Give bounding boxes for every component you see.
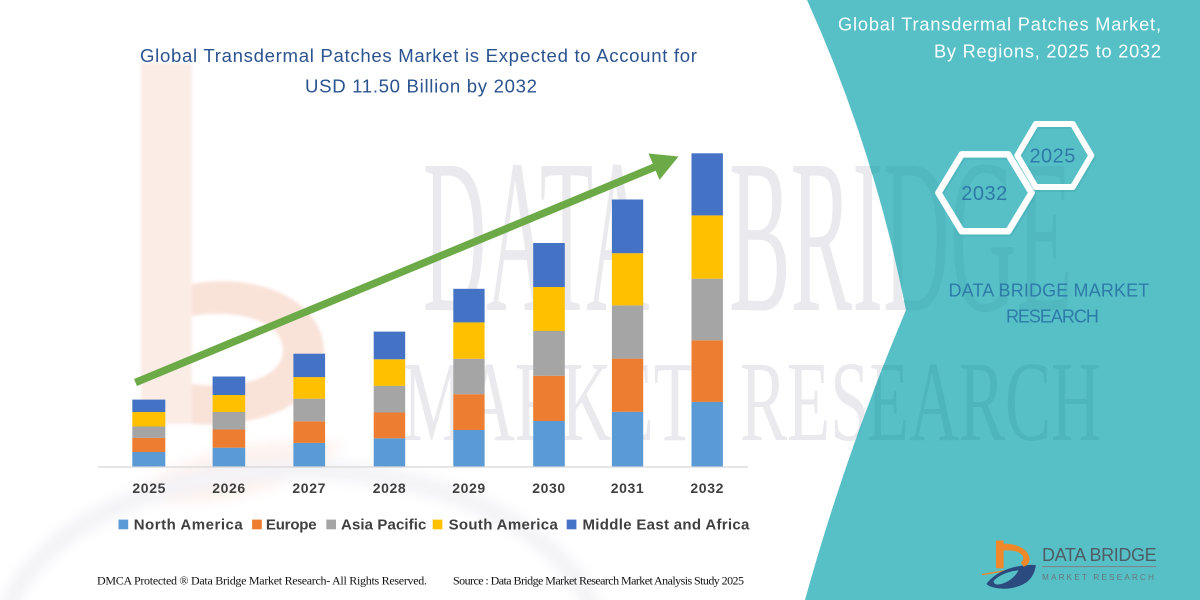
svg-text:By Regions, 2025 to 2032: By Regions, 2025 to 2032 [934, 42, 1161, 62]
svg-text:2026: 2026 [212, 480, 246, 496]
svg-text:Asia Pacific: Asia Pacific [341, 517, 426, 534]
svg-text:2029: 2029 [452, 480, 486, 496]
svg-text:RESEARCH: RESEARCH [1006, 307, 1099, 327]
svg-text:Middle East and Africa: Middle East and Africa [583, 517, 751, 534]
svg-text:Global Transdermal Patches Mar: Global Transdermal Patches Market, [838, 15, 1161, 35]
svg-text:2032: 2032 [961, 183, 1008, 205]
svg-text:MARKET RESEARCH: MARKET RESEARCH [1042, 572, 1154, 582]
svg-text:South America: South America [449, 517, 559, 534]
svg-text:DMCA Protected ® Data Bridge M: DMCA Protected ® Data Bridge Market Rese… [97, 574, 427, 588]
svg-text:2032: 2032 [690, 480, 724, 496]
svg-text:2031: 2031 [611, 480, 645, 496]
svg-text:2025: 2025 [1029, 145, 1076, 167]
svg-text:North America: North America [134, 517, 244, 534]
svg-text:Source : Data Bridge Market Re: Source : Data Bridge Market Research Mar… [453, 574, 744, 588]
svg-text:USD 11.50 Billion by 2032: USD 11.50 Billion by 2032 [305, 76, 537, 97]
svg-text:2028: 2028 [373, 480, 407, 496]
svg-text:2025: 2025 [132, 480, 166, 496]
svg-text:2030: 2030 [532, 480, 566, 496]
svg-text:DATA BRIDGE: DATA BRIDGE [1042, 545, 1157, 565]
svg-text:Global Transdermal Patches Mar: Global Transdermal Patches Market is Exp… [140, 45, 697, 66]
svg-text:2027: 2027 [292, 480, 326, 496]
svg-text:Europe: Europe [266, 517, 317, 534]
svg-text:DATA BRIDGE MARKET: DATA BRIDGE MARKET [949, 281, 1150, 301]
